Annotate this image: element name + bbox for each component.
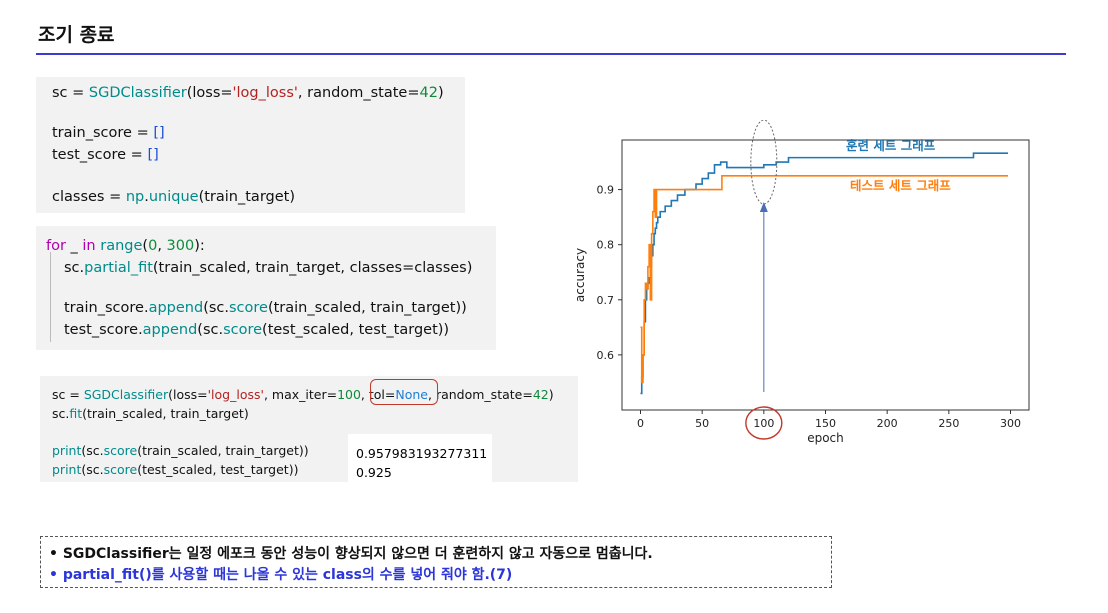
title-divider <box>36 53 1066 55</box>
code-line: sc = SGDClassifier(loss='log_loss', rand… <box>52 85 444 101</box>
epoch-100-circle <box>745 406 783 440</box>
code-output: 0.957983193277311 0.925 <box>348 434 492 484</box>
output-train-score: 0.957983193277311 <box>356 446 488 461</box>
accuracy-chart: 0 50 100 150 200 250 300 0.6 0.7 0.8 0.9 epoch accur… <box>573 120 1030 445</box>
code-block-setup: sc = SGDClassifier(loss='log_loss', rand… <box>36 77 465 213</box>
note-early-stop: • SGDClassifier는 일정 에포크 동안 성능이 향상되지 않으면 … <box>49 546 653 562</box>
y-tick-label: 0.6 <box>597 349 615 362</box>
page-title: 조기 종료 <box>38 24 115 46</box>
indent-guide <box>50 252 51 342</box>
x-tick-label: 200 <box>877 417 898 430</box>
x-tick-label: 150 <box>815 417 836 430</box>
x-tick-label: 50 <box>695 417 709 430</box>
code-block-fit: sc = SGDClassifier(loss='log_loss', max_… <box>40 376 578 482</box>
y-axis-label: accuracy <box>573 248 587 302</box>
output-test-score: 0.925 <box>356 465 392 480</box>
x-tick-label: 0 <box>637 417 644 430</box>
code-line: for _ in range(0, 300): <box>46 238 205 254</box>
code-line: sc.fit(train_scaled, train_target) <box>52 406 249 421</box>
code-line: sc.partial_fit(train_scaled, train_targe… <box>64 260 473 276</box>
x-axis-label: epoch <box>807 431 844 445</box>
y-tick-label: 0.7 <box>597 294 615 307</box>
test-series-label: 테스트 세트 그래프 <box>850 178 951 193</box>
code-line: sc = SGDClassifier(loss='log_loss', max_… <box>52 387 554 402</box>
code-line: test_score = [] <box>52 147 159 163</box>
note-partial-fit: • partial_fit()를 사용할 때는 나올 수 있는 class의 수… <box>49 567 513 583</box>
code-line: print(sc.score(test_scaled, test_target)… <box>52 462 299 477</box>
tol-highlight-box <box>370 379 438 405</box>
code-line: train_score = [] <box>52 125 165 141</box>
x-tick-label: 300 <box>1000 417 1021 430</box>
x-tick-label: 100 <box>753 417 774 430</box>
code-line: print(sc.score(train_scaled, train_targe… <box>52 443 309 458</box>
x-tick-label: 250 <box>938 417 959 430</box>
train-series-label: 훈련 세트 그래프 <box>846 138 936 153</box>
notes-box: • SGDClassifier는 일정 에포크 동안 성능이 향상되지 않으면 … <box>40 536 832 588</box>
code-line: test_score.append(sc.score(test_scaled, … <box>64 322 450 338</box>
code-block-loop: for _ in range(0, 300): sc.partial_fit(t… <box>36 226 496 350</box>
stop-region-ellipse <box>750 120 778 205</box>
series-line-test <box>640 175 1009 384</box>
plot-frame <box>621 139 1030 411</box>
y-tick-label: 0.8 <box>597 239 615 252</box>
code-line: classes = np.unique(train_target) <box>52 189 295 205</box>
pointer-arrow-head <box>759 202 768 212</box>
y-tick-label: 0.9 <box>597 184 615 197</box>
code-line: train_score.append(sc.score(train_scaled… <box>64 300 467 316</box>
